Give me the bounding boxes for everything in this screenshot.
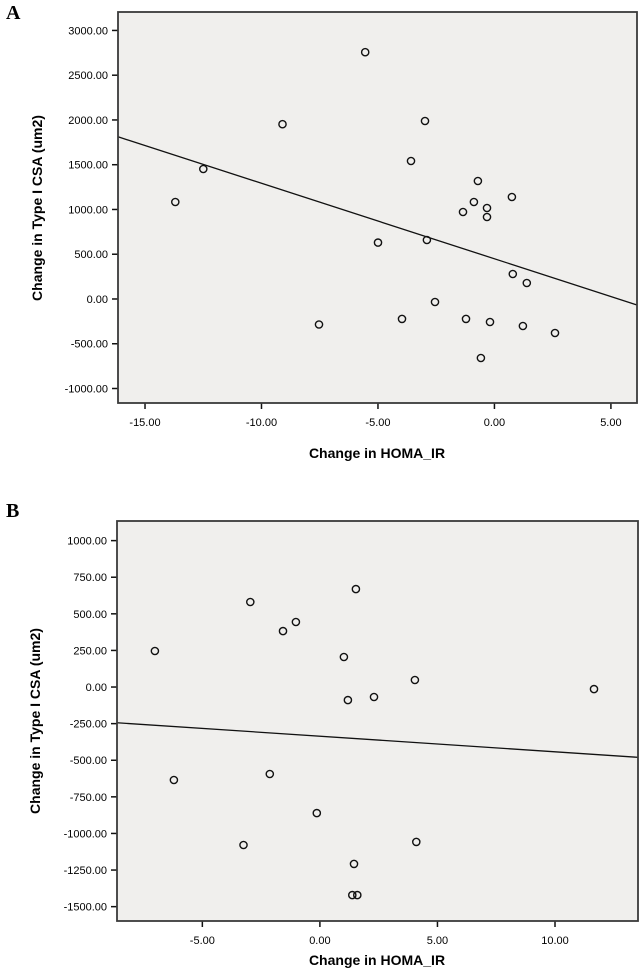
y-tick-label: 2500.00 [68,70,108,82]
data-point [314,320,324,329]
data-point [373,238,383,247]
panel-b-letter: B [6,500,20,522]
data-point [347,890,357,900]
plot-area [117,521,638,921]
x-tick-label: 5.00 [427,935,448,947]
x-tick-label: 0.00 [484,417,505,429]
data-point [550,328,560,338]
y-tick-label: 2000.00 [68,115,108,127]
x-tick-label: 10.00 [541,935,569,947]
y-tick-label: 750.00 [73,572,107,584]
y-tick-label: 1000.00 [67,536,107,548]
data-point [420,116,430,126]
data-point [518,321,528,331]
plot-border [117,11,638,404]
y-tick-label: 1000.00 [68,204,108,216]
scatter-chart-a: -15.00 -10.00 -5.00 0.00 5.00 3000.00 2500.00 2… [29,11,638,461]
data-point [150,646,160,656]
panel-b: B -5.00 0.00 5.00 10.00 1000.00 750.00 500.00 2… [0,494,644,980]
data-point [349,859,359,869]
y-tick-label: -500.00 [70,755,107,767]
y-tick-label: -1000.00 [64,828,107,840]
panel-a: A -15.00 -10.00 -5.00 0.00 5.00 3000.00 2500.0… [6,2,638,461]
data-point [589,684,599,694]
data-point [343,695,353,705]
data-point [312,808,322,818]
data-point [482,203,492,213]
x-tick-label: 0.00 [309,935,330,947]
data-point [430,297,440,307]
data-point [352,890,362,900]
plot-area [118,12,637,403]
data-point [265,769,275,779]
x-tick-label: -10.00 [246,417,277,429]
panel-a-letter: A [6,2,21,24]
data-point [245,597,255,607]
data-point [239,840,248,850]
data-point [507,192,517,202]
y-axis-title: Change in Type I CSA (um2) [29,115,45,301]
y-tick-label: 3000.00 [68,25,108,37]
data-point [278,119,287,129]
y-tick-label: 500.00 [73,609,107,621]
data-point [458,207,468,217]
data-point [473,176,483,186]
y-tick-label: -500.00 [71,339,108,351]
data-point [410,675,420,685]
data-point [170,197,180,207]
x-axis-title: Change in HOMA_IR [309,445,445,461]
x-tick-label: -15.00 [129,417,160,429]
fit-line [116,722,639,758]
data-point [485,317,495,327]
data-point [360,47,370,57]
y-axis-title: Change in Type I CSA (um2) [27,628,43,814]
y-tick-label: -250.00 [70,719,107,731]
data-point [508,269,518,279]
data-point [469,197,479,207]
y-tick-label: 0.00 [87,294,108,306]
fit-line [117,136,638,306]
data-point [339,652,349,662]
x-tick-label: -5.00 [190,935,215,947]
y-tick-label: 0.00 [86,682,107,694]
data-point [406,156,416,166]
scatter-chart-b: -5.00 0.00 5.00 10.00 1000.00 750.00 500.00 250… [27,520,639,968]
y-tick-label: -1250.00 [64,865,107,877]
data-point [169,775,179,785]
data-point [476,353,486,363]
data-point [482,212,492,222]
data-point [411,837,421,847]
data-point [422,235,432,245]
data-point [397,314,407,324]
y-tick-label: -1500.00 [64,902,107,914]
data-point [522,278,532,288]
x-tick-label: -5.00 [365,417,390,429]
data-point [198,164,208,174]
data-point [351,584,361,594]
y-tick-label: 500.00 [74,249,108,261]
plot-border [116,520,639,922]
data-point [461,314,471,324]
y-tick-label: -750.00 [70,792,107,804]
x-axis-title: Change in HOMA_IR [309,952,445,968]
y-tick-label: 250.00 [73,645,107,657]
y-tick-label: -1000.00 [65,383,108,395]
data-point [291,617,301,627]
y-tick-label: 1500.00 [68,160,108,172]
data-point [278,626,288,636]
data-point [369,692,379,702]
x-tick-label: 5.00 [600,417,621,429]
